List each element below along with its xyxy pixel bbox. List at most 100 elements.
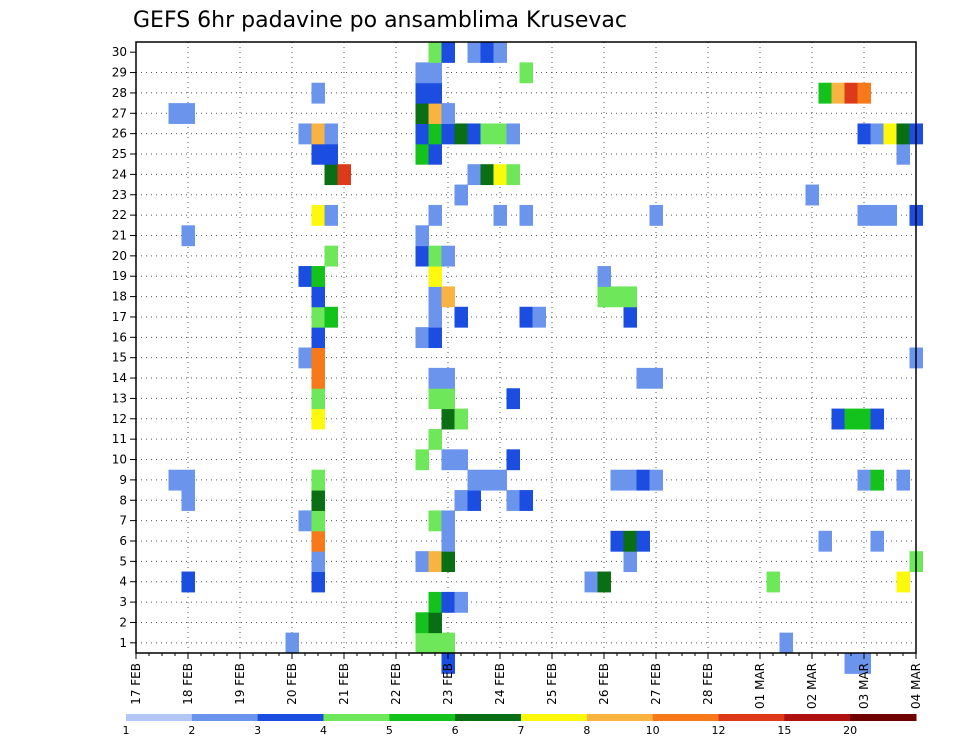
y-tick-label: 11 — [112, 432, 127, 446]
y-tick-label: 4 — [119, 575, 127, 589]
data-cell — [441, 245, 455, 267]
legend-swatch — [389, 714, 456, 721]
data-cell — [493, 204, 507, 226]
data-cell — [441, 530, 455, 552]
data-cell — [428, 204, 442, 226]
data-cell — [467, 490, 481, 511]
y-tick-label: 30 — [112, 45, 127, 59]
data-cell — [181, 571, 195, 593]
data-cell — [597, 286, 611, 308]
data-cell — [831, 408, 845, 430]
data-cell — [623, 306, 637, 328]
y-tick-label: 29 — [112, 66, 127, 80]
data-cell — [311, 408, 325, 430]
data-cell — [896, 123, 910, 145]
data-cell — [857, 469, 871, 491]
data-cell — [779, 632, 793, 654]
data-cell — [766, 571, 780, 593]
data-cell — [415, 449, 429, 471]
data-cell — [649, 469, 663, 491]
data-cell — [298, 266, 312, 287]
data-cell — [428, 306, 442, 328]
data-cell — [480, 42, 494, 63]
legend-swatch — [850, 714, 917, 721]
data-cell — [181, 490, 195, 511]
data-cell — [441, 42, 455, 63]
data-cell — [311, 551, 325, 573]
data-cell — [480, 123, 494, 145]
y-tick-labels: 1234567891011121314151617181920212223242… — [112, 45, 136, 650]
data-cell — [610, 469, 624, 491]
data-cell — [298, 123, 312, 145]
legend-swatch — [257, 714, 324, 721]
y-tick-label: 20 — [112, 249, 127, 263]
data-cell — [428, 82, 442, 104]
data-cell — [584, 571, 598, 593]
legend-swatch — [718, 714, 785, 721]
x-tick-label: 20 FEB — [285, 663, 299, 705]
data-cell — [311, 306, 325, 328]
y-tick-label: 12 — [112, 412, 127, 426]
legend-label: 5 — [386, 724, 393, 737]
data-cell — [519, 204, 533, 226]
y-tick-label: 6 — [119, 534, 127, 548]
data-cell — [428, 591, 442, 613]
data-cell — [610, 530, 624, 552]
data-cell — [467, 123, 481, 145]
data-cell — [415, 123, 429, 145]
y-tick-label: 21 — [112, 228, 127, 242]
data-cell — [415, 245, 429, 267]
x-tick-label: 23 FEB — [441, 663, 455, 705]
data-cell — [324, 164, 338, 186]
y-tick-label: 1 — [119, 636, 127, 650]
data-cell — [428, 428, 442, 450]
y-tick-label: 7 — [119, 514, 127, 528]
legend-swatch — [586, 714, 654, 721]
data-cell — [441, 653, 455, 674]
data-cell — [311, 82, 325, 104]
data-cell — [168, 469, 182, 491]
legend-label: 4 — [320, 724, 327, 737]
legend-label: 6 — [452, 724, 459, 737]
y-tick-label: 2 — [119, 615, 127, 629]
data-cell — [311, 490, 325, 511]
data-cell — [324, 204, 338, 226]
legend-label: 2 — [188, 724, 195, 737]
data-cell — [857, 408, 871, 430]
data-cell — [896, 143, 910, 165]
data-cell — [441, 388, 455, 410]
data-cells — [168, 42, 923, 674]
data-cell — [454, 306, 468, 328]
legend-swatch — [126, 714, 193, 721]
data-cell — [818, 530, 832, 552]
data-cell — [285, 632, 299, 654]
y-tick-label: 13 — [112, 391, 127, 405]
data-cell — [428, 286, 442, 308]
data-cell — [597, 266, 611, 287]
data-cell — [311, 571, 325, 593]
data-cell — [441, 551, 455, 573]
data-cell — [428, 632, 442, 654]
data-cell — [467, 42, 481, 63]
data-cell — [441, 286, 455, 308]
y-tick-label: 17 — [112, 310, 127, 324]
x-tick-label: 19 FEB — [233, 663, 247, 705]
data-cell — [454, 408, 468, 430]
data-cell — [870, 530, 884, 552]
data-cell — [883, 204, 897, 226]
data-cell — [805, 184, 819, 206]
data-cell — [896, 571, 910, 593]
legend-swatch — [652, 714, 719, 721]
data-cell — [623, 469, 637, 491]
y-tick-label: 22 — [112, 208, 127, 222]
data-cell — [428, 266, 442, 287]
data-cell — [428, 42, 442, 63]
x-tick-labels: 17 FEB 18 FEB 19 FEB 20 FEB 21 FEB 22 FEB 23 F… — [129, 653, 923, 709]
data-cell — [441, 367, 455, 389]
data-cell — [506, 490, 520, 511]
legend-label: 1 — [123, 724, 130, 737]
data-cell — [493, 164, 507, 186]
data-cell — [506, 164, 520, 186]
data-cell — [415, 62, 429, 84]
y-tick-label: 28 — [112, 86, 127, 100]
